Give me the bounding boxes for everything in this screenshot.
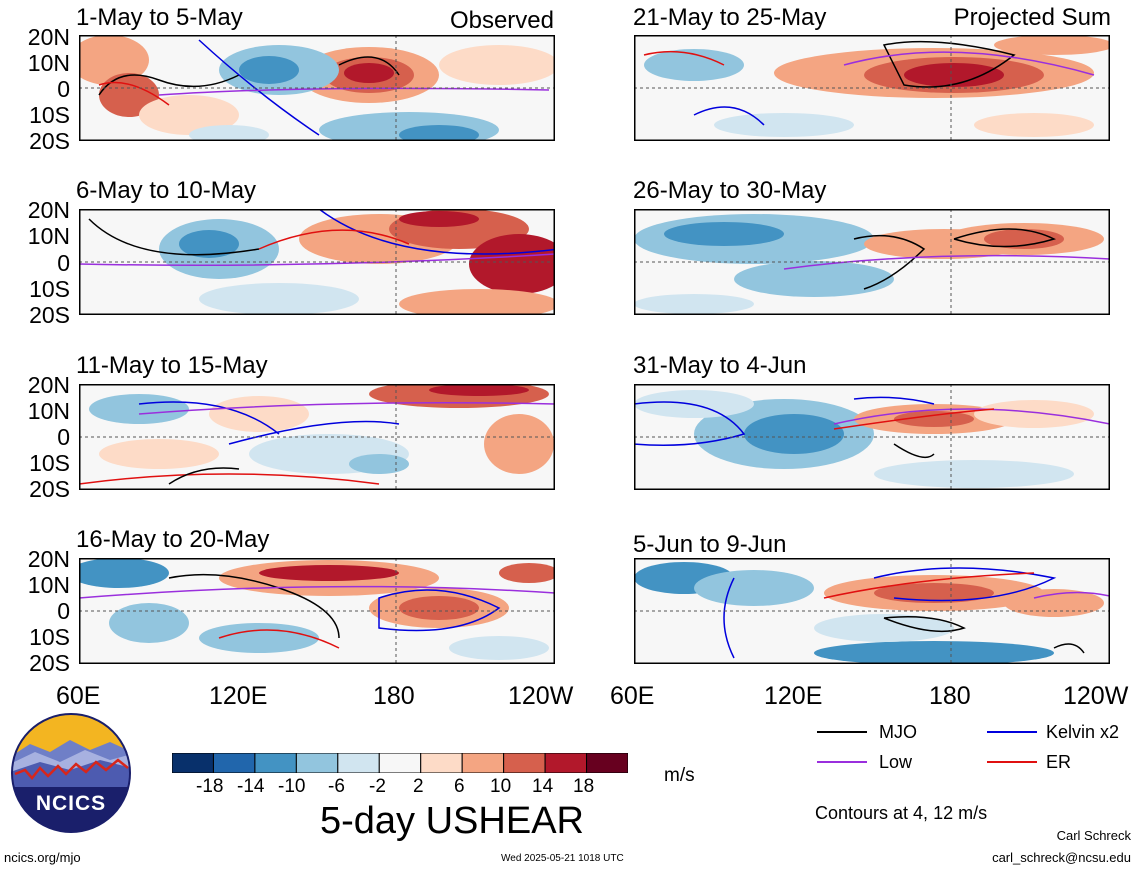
map-panel-3 — [79, 384, 555, 490]
y-tick-label: 20N — [27, 372, 70, 398]
x-tick-label: 120W — [1063, 684, 1129, 709]
observed-label: Observed — [449, 7, 554, 34]
y-tick-label: 0 — [57, 250, 70, 276]
panel-title-1: 1-May to 5-May — [76, 4, 243, 31]
y-tick-label: 10N — [27, 398, 70, 424]
colorbar-tick: 18 — [573, 776, 595, 797]
heatmap-7 — [634, 384, 1110, 490]
colorbar-tick: 6 — [454, 776, 465, 797]
x-tick-label: 120E — [764, 682, 823, 710]
y-tick-label: 20S — [29, 650, 70, 676]
panel-title-7: 31-May to 4-Jun — [633, 352, 807, 379]
colorbar-swatch — [295, 752, 339, 774]
y-tick-label: 10S — [29, 276, 70, 302]
y-tick-label: 10S — [29, 102, 70, 128]
y-tick-label: 20N — [27, 197, 70, 223]
heatmap-6 — [634, 209, 1110, 315]
y-tick-label: 0 — [57, 76, 70, 102]
site-link[interactable]: ncics.org/mjo — [4, 850, 81, 865]
logo-text: NCICS — [35, 792, 107, 815]
map-panel-4 — [79, 558, 555, 664]
y-tick-label: 20S — [29, 128, 70, 154]
author: Carl Schreck — [1056, 828, 1131, 843]
colorbar-tick: -14 — [237, 776, 265, 797]
y-tick-label: 20S — [29, 476, 70, 502]
x-tick-label: 60E — [56, 682, 101, 710]
map-panel-6 — [634, 209, 1110, 315]
colorbar-swatch — [544, 752, 588, 774]
panel-title-8: 5-Jun to 9-Jun — [633, 531, 787, 558]
legend-label-low: Low — [879, 752, 913, 772]
y-tick-label: 10S — [29, 450, 70, 476]
colorbar-swatch — [171, 752, 214, 774]
colorbar-tick: -10 — [278, 776, 306, 797]
y-tick-label: 20N — [27, 546, 70, 572]
heatmap-4 — [79, 558, 555, 664]
legend-swatch-mjo — [817, 731, 867, 733]
x-tick-label: 180 — [929, 682, 971, 710]
panel-title-4: 16-May to 20-May — [76, 526, 270, 553]
y-tick-label: 10N — [27, 50, 70, 76]
heatmap-2 — [79, 209, 555, 315]
map-panel-1 — [79, 35, 555, 141]
heatmap-3 — [79, 384, 555, 490]
colorbar-tick: -2 — [369, 776, 386, 797]
colorbar-swatch — [378, 752, 422, 774]
legend-label-mjo: MJO — [879, 722, 917, 742]
colorbar-tick: -6 — [328, 776, 345, 797]
units-label: m/s — [664, 765, 695, 786]
legend-label-kelvin: Kelvin x2 — [1046, 722, 1120, 742]
map-panel-7 — [634, 384, 1110, 490]
y-tick-label: 10N — [27, 223, 70, 249]
y-tick-label: 10N — [27, 572, 70, 598]
legend-swatch-low — [817, 761, 867, 763]
x-tick-label: 120E — [209, 682, 268, 710]
panel-title-3: 11-May to 15-May — [76, 352, 268, 379]
y-tick-label: 20N — [27, 24, 70, 50]
panel-title-6: 26-May to 30-May — [633, 177, 827, 204]
colorbar-tick: 10 — [490, 776, 512, 797]
y-tick-label: 0 — [57, 424, 70, 450]
y-tick-label: 0 — [57, 598, 70, 624]
x-tick-label: 120W — [508, 682, 574, 710]
chart-title: 5-day USHEAR — [320, 800, 584, 842]
y-tick-label: 20S — [29, 302, 70, 328]
projected-label: Projected Sum — [953, 4, 1111, 31]
heatmap-5 — [634, 35, 1110, 141]
email[interactable]: carl_schreck@ncsu.edu — [992, 850, 1131, 865]
colorbar-tick: 14 — [532, 776, 554, 797]
colorbar-swatches — [171, 752, 629, 774]
colorbar-tick: 2 — [413, 776, 424, 797]
timestamp: Wed 2025-05-21 1018 UTC — [501, 853, 624, 864]
legend-swatch-er — [987, 761, 1037, 763]
legend-swatch-kelvin — [987, 731, 1037, 733]
panel-title-2: 6-May to 10-May — [76, 177, 257, 204]
colorbar-swatch — [461, 752, 505, 774]
map-panel-2 — [79, 209, 555, 315]
colorbar-swatch — [503, 752, 546, 774]
colorbar-swatch — [586, 752, 629, 774]
map-panel-8 — [634, 558, 1110, 664]
contour-note: Contours at 4, 12 m/s — [815, 803, 988, 823]
colorbar-swatch — [254, 752, 297, 774]
x-tick-label: 180 — [373, 682, 415, 710]
panel-title-5: 21-May to 25-May — [633, 4, 827, 31]
heatmap-8 — [634, 558, 1110, 664]
map-panel-5 — [634, 35, 1110, 141]
colorbar — [171, 752, 629, 778]
x-tick-label: 60E — [610, 682, 655, 710]
colorbar-swatch — [337, 752, 380, 774]
logo-icon — [11, 713, 131, 833]
legend-label-er: ER — [1046, 752, 1072, 772]
heatmap-1 — [79, 35, 555, 141]
colorbar-tick: -18 — [196, 776, 224, 797]
ncics-logo: NCICS — [10, 712, 132, 839]
colorbar-swatch — [212, 752, 256, 774]
y-tick-label: 10S — [29, 624, 70, 650]
colorbar-swatch — [420, 752, 463, 774]
